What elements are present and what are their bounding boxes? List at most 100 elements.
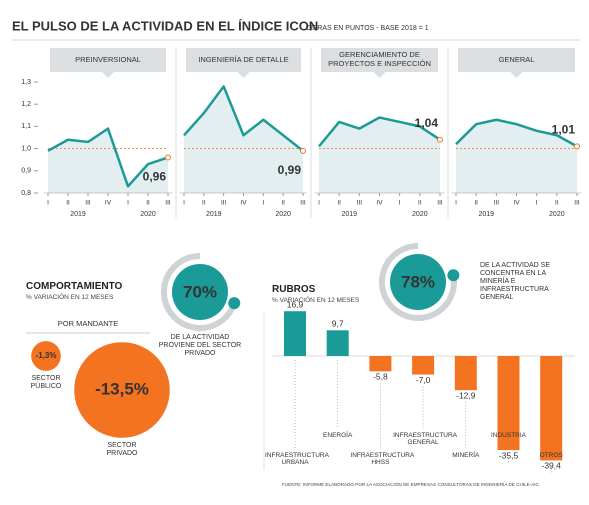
value-label: 9,7 [332,319,344,329]
x-tick-label: IV [240,200,247,207]
category-label: INFRAESTRUCTURA GENERAL [393,432,458,447]
x-tick-label: IV [376,200,383,207]
year-label: 2019 [70,211,86,218]
panel-title: GERENCIAMIENTO DE PROYECTOS E INSPECCIÓN [328,50,431,68]
bubble [74,342,170,438]
area [319,117,440,193]
bar [369,356,392,372]
donut-arc [161,253,238,331]
category-label: INFRAESTRUCTURA HHSS [350,452,415,467]
x-tick-label: III [221,200,227,207]
y-tick-label: 1,1 [21,123,31,130]
subtitle: CIFRAS EN PUNTOS - BASE 2018 = 1 [306,25,429,32]
year-label: 2019 [341,211,357,218]
x-tick-label: II [337,200,341,207]
x-tick-label: I [318,200,320,207]
line [47,127,169,188]
x-tick-label: III [357,200,363,207]
value-label: -12,9 [456,390,476,400]
line [183,85,304,152]
x-tick-label: II [66,200,70,207]
end-marker [165,154,171,161]
y-tick-label: 1,0 [21,145,31,152]
panel-title: GENERAL [498,54,535,64]
line [455,118,578,148]
bar [497,356,520,451]
bar [454,356,477,391]
x-tick-label: II [555,200,559,207]
year-label: 2020 [275,211,291,218]
group-label: POR MANDANTE [57,319,119,328]
title: EL PULSO DE LA ACTIVIDAD EN EL ÍNDICE IC… [12,18,318,33]
x-tick-label: IV [513,200,520,207]
donut-center [390,254,446,310]
y-tick-label: 1,2 [21,101,31,108]
x-tick-label: IV [105,200,112,207]
end-marker [300,147,306,154]
donut-dot [228,297,241,310]
donut-caption: DE LA ACTIVIDAD PROVIENE DEL SECTOR PRIV… [158,334,242,358]
section-title: RUBROS [272,284,316,295]
value-label: 0,96 [143,170,167,184]
x-tick-label: I [127,200,129,207]
value-label: 1,04 [415,116,439,130]
x-tick-label: III [574,200,580,207]
end-marker [437,136,443,143]
donut-label: 78% [401,272,435,291]
year-label: 2020 [412,211,428,218]
bubble [31,341,61,371]
y-tick-label: 0,9 [21,168,31,175]
bubble-label: -1,3% [36,351,57,360]
bar [326,330,349,356]
x-tick-label: II [202,200,206,207]
bar [412,356,435,375]
x-tick-label: III [494,200,500,207]
y-tick-label: 0,8 [21,190,31,197]
value-label: 16,9 [287,299,304,309]
panel-header [458,48,575,78]
x-tick-label: II [281,200,285,207]
bar [284,311,306,356]
value-label: -5,8 [373,372,388,382]
panel-header [321,48,438,78]
x-tick-label: II [418,200,422,207]
year-label: 2020 [140,211,156,218]
panel-header [50,48,166,78]
donut-arc [379,243,457,321]
bubble-category: SECTOR PRIVADO [106,441,138,457]
donut-dot [447,269,460,282]
section-subtitle: % VARIACIÓN EN 12 MESES [26,294,114,301]
year-label: 2019 [206,211,222,218]
x-tick-label: II [146,200,150,207]
section-title: COMPORTAMIENTO [26,281,123,292]
year-label: 2019 [478,211,494,218]
area [456,119,577,193]
source: FUENTE: INFORME ELABORADO POR LA ASOCIAC… [282,482,541,487]
value-label: 0,99 [278,163,302,177]
panel-header [186,48,301,78]
panel-title: INGENIERÍA DE DETALLE [198,54,289,64]
x-tick-label: I [399,200,401,207]
x-tick-label: III [165,200,171,207]
category-label: MINERÍA [452,452,480,459]
bubble-category: SECTOR PÚBLICO [30,374,62,390]
end-marker [574,143,580,150]
section-subtitle: % VARIACIÓN EN 12 MESES [272,297,360,304]
donut-center [172,264,228,320]
x-tick-label: III [300,200,306,207]
category-label: INDUSTRIA [490,432,527,439]
category-label: ENERGÍA [323,432,353,439]
x-tick-label: I [262,200,264,207]
category-label: INFRAESTRUCTURA URBANA [265,452,329,467]
panel-title: PREINVERSIONAL [75,54,141,64]
x-tick-label: I [536,200,538,207]
x-tick-label: II [474,200,478,207]
donut-caption: DE LA ACTIVIDAD SE CONCENTRA EN LA MINER… [480,262,551,302]
category-label: OTROS [539,452,563,459]
x-tick-label: I [47,200,49,207]
x-tick-label: III [437,200,443,207]
x-tick-label: I [455,200,457,207]
y-tick-label: 1,3 [21,79,31,86]
